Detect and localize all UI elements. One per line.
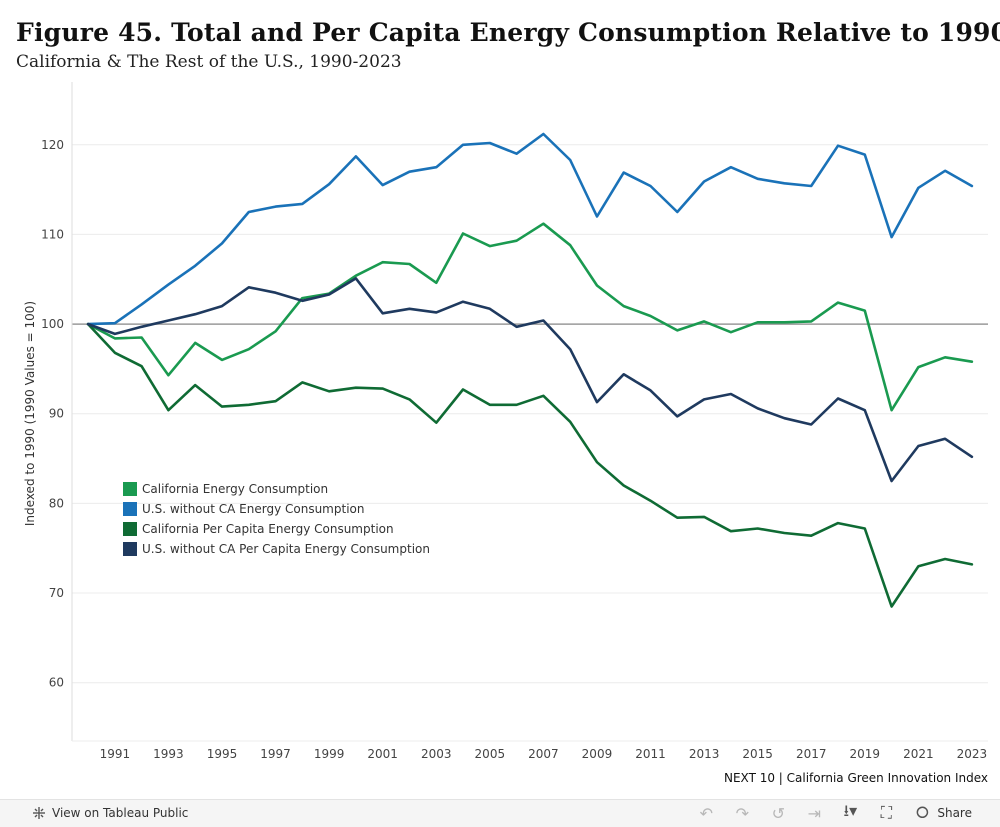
x-tick-label: 1999: [314, 747, 345, 761]
series-line-3[interactable]: [86, 322, 974, 608]
forward-icon[interactable]: ⇥: [807, 803, 822, 823]
tableau-logo-icon: [33, 807, 45, 819]
x-tick-label: 2005: [475, 747, 506, 761]
y-tick-label: 110: [41, 227, 64, 241]
x-tick-label: 2017: [796, 747, 827, 761]
legend-swatch[interactable]: [123, 482, 137, 496]
share-label: Share: [937, 806, 972, 820]
series-lines[interactable]: [86, 132, 974, 608]
axes: 60 70 80 90 100 110 120 1991 1993 1995 1997 1999 200…: [23, 82, 988, 761]
chart-title: Figure 45. Total and Per Capita Energy C…: [16, 18, 1000, 47]
legend-label[interactable]: California Energy Consumption: [142, 482, 328, 496]
download-icon[interactable]: ⭳▾: [843, 800, 858, 820]
source-credit: NEXT 10 | California Green Innovation In…: [724, 771, 988, 785]
view-on-tableau-link[interactable]: View on Tableau Public: [32, 806, 188, 820]
x-tick-label: 2007: [528, 747, 559, 761]
y-tick-label: 80: [49, 496, 64, 510]
y-tick-label: 120: [41, 138, 64, 152]
share-icon: ⭘: [915, 803, 929, 822]
x-tick-label: 2003: [421, 747, 452, 761]
line-chart: 60 70 80 90 100 110 120 1991 1993 1995 1997 1999 200…: [23, 82, 988, 761]
gridlines: [72, 144, 988, 684]
y-tick-label: 60: [49, 676, 64, 690]
x-tick-label: 1993: [153, 747, 184, 761]
legend[interactable]: California Energy Consumption U.S. withou…: [123, 482, 430, 556]
x-tick-label: 1991: [100, 747, 131, 761]
legend-swatch[interactable]: [123, 542, 137, 556]
x-tick-label: 1997: [260, 747, 291, 761]
share-button[interactable]: ⭘ Share: [912, 803, 972, 822]
legend-label[interactable]: U.S. without CA Energy Consumption: [142, 502, 364, 516]
x-tick-label: 1995: [207, 747, 238, 761]
view-on-tableau-label: View on Tableau Public: [52, 806, 189, 820]
chart-subtitle: California & The Rest of the U.S., 1990-…: [16, 52, 402, 72]
legend-label[interactable]: California Per Capita Energy Consumption: [142, 522, 394, 536]
y-tick-label: 100: [41, 317, 64, 331]
x-tick-label: 2011: [635, 747, 666, 761]
fullscreen-icon[interactable]: ⛶: [880, 803, 892, 822]
x-tick-label: 2021: [903, 747, 934, 761]
series-line-4[interactable]: [86, 277, 974, 483]
undo-icon[interactable]: ↶: [699, 803, 714, 823]
x-tick-label: 2013: [689, 747, 720, 761]
series-line-2[interactable]: [86, 132, 974, 326]
legend-label[interactable]: U.S. without CA Per Capita Energy Consum…: [142, 542, 430, 556]
x-tick-label: 2001: [367, 747, 398, 761]
x-tick-label: 2019: [850, 747, 881, 761]
x-tick-label: 2009: [582, 747, 613, 761]
legend-swatch[interactable]: [123, 522, 137, 536]
revert-icon[interactable]: ↺: [771, 803, 786, 823]
y-tick-label: 70: [49, 586, 64, 600]
y-tick-label: 90: [49, 407, 64, 421]
y-axis-label: Indexed to 1990 (1990 Values = 100): [23, 301, 37, 526]
x-tick-label: 2023: [957, 747, 988, 761]
tableau-toolbar: View on Tableau Public ↶ ↷ ↺ ⇥ ⭳▾ ⛶ ⭘ Sh…: [0, 799, 1000, 827]
redo-icon[interactable]: ↷: [735, 803, 750, 823]
series-line-1[interactable]: [86, 222, 974, 412]
x-tick-label: 2015: [742, 747, 773, 761]
legend-swatch[interactable]: [123, 502, 137, 516]
